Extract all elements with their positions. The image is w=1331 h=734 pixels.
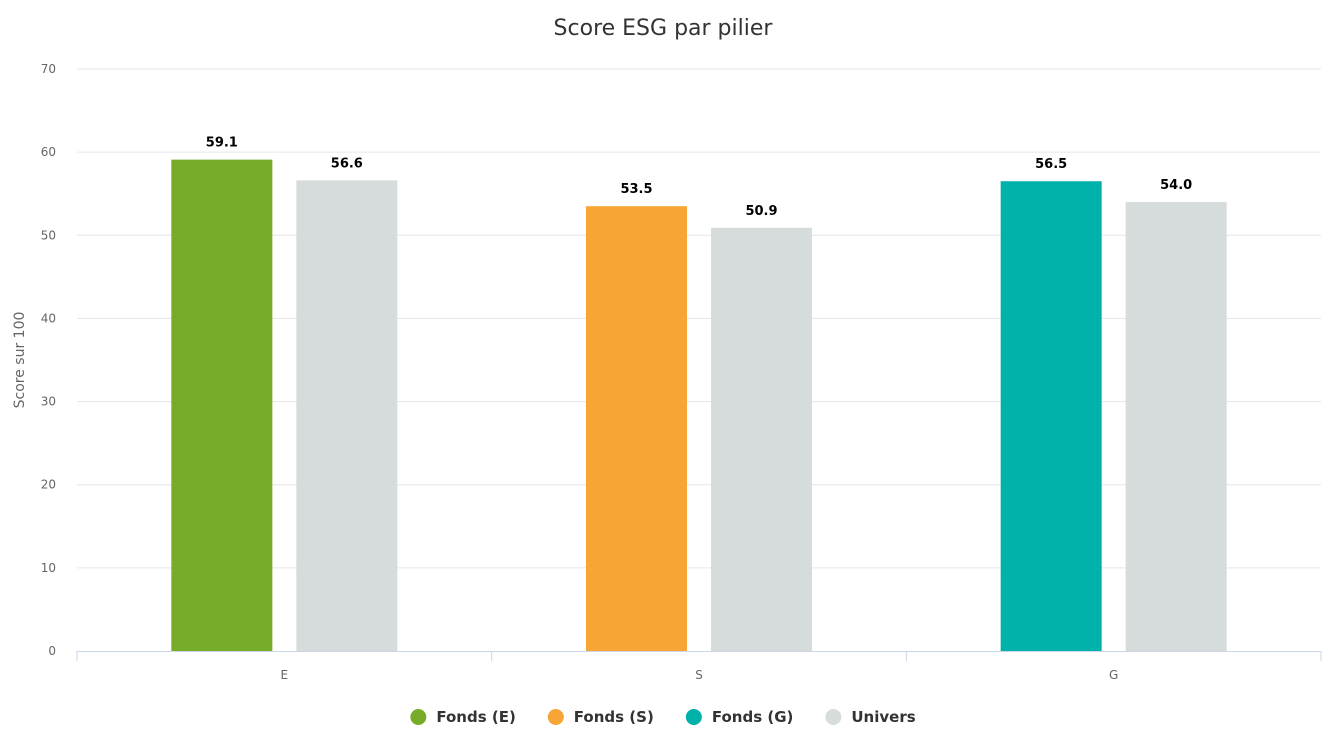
legend-label[interactable]: Fonds (E) bbox=[436, 708, 515, 726]
grid-lines bbox=[77, 68, 1321, 569]
bar bbox=[586, 206, 687, 651]
x-tick-label: S bbox=[695, 668, 703, 682]
y-tick-label: 40 bbox=[41, 311, 56, 325]
data-label: 56.5 bbox=[1035, 157, 1067, 172]
y-tick-label: 10 bbox=[41, 561, 56, 575]
bar bbox=[1000, 181, 1102, 651]
x-tick-label: E bbox=[281, 668, 289, 682]
legend-marker bbox=[410, 709, 427, 725]
data-labels: 59.1 56.6 53.5 50.9 56.5 54.0 bbox=[206, 136, 1192, 219]
data-label: 50.9 bbox=[745, 204, 777, 219]
data-label: 53.5 bbox=[620, 182, 652, 197]
y-tick-label: 60 bbox=[41, 145, 56, 159]
y-tick-label: 20 bbox=[41, 478, 56, 492]
y-tick-label: 0 bbox=[48, 644, 56, 658]
data-label: 54.0 bbox=[1160, 178, 1192, 193]
y-axis-label: Score sur 100 bbox=[12, 312, 28, 409]
bars bbox=[171, 159, 1227, 651]
legend-marker bbox=[825, 709, 842, 725]
x-tick-label: G bbox=[1109, 668, 1118, 682]
bar bbox=[296, 180, 398, 651]
bar bbox=[1125, 202, 1227, 651]
bar bbox=[711, 227, 812, 651]
legend-marker bbox=[685, 709, 702, 725]
y-axis-ticks: 0 10 20 30 40 50 60 70 bbox=[41, 62, 56, 658]
chart-title: Score ESG par pilier bbox=[554, 16, 774, 41]
data-label: 59.1 bbox=[206, 136, 238, 151]
y-tick-label: 30 bbox=[41, 395, 56, 409]
legend: Fonds (E) Fonds (S) Fonds (G) Univers bbox=[410, 708, 916, 726]
bar bbox=[171, 159, 273, 651]
legend-marker bbox=[547, 709, 564, 725]
data-label: 56.6 bbox=[331, 156, 363, 171]
y-tick-label: 70 bbox=[41, 62, 56, 76]
legend-label[interactable]: Fonds (G) bbox=[712, 708, 794, 726]
legend-label[interactable]: Univers bbox=[851, 708, 915, 726]
legend-label[interactable]: Fonds (S) bbox=[574, 708, 654, 726]
y-tick-label: 50 bbox=[41, 228, 56, 242]
